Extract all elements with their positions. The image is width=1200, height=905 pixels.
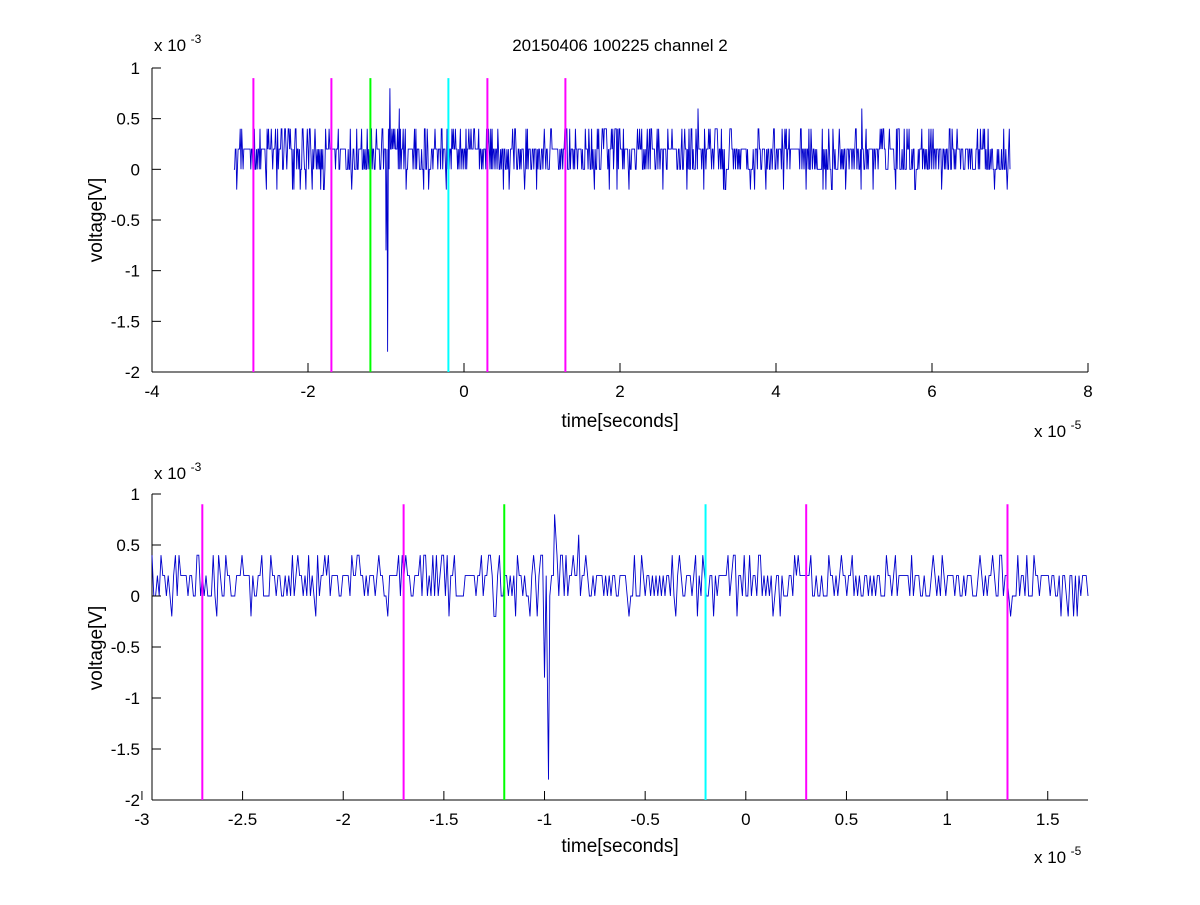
x-tick-label: -2 [336, 810, 351, 829]
y-tick-label: -1.5 [111, 312, 140, 331]
plot-area: -4 -2 0 2 4 6 8-2-1.5-1-0.500.51 [111, 59, 1093, 401]
y-axis-label: voltage[V] [86, 606, 107, 691]
y-tick-label: -2 [125, 363, 140, 382]
x-tick-label: 8 [1083, 382, 1092, 401]
y-multiplier: x 10 -3 [154, 32, 202, 55]
x-multiplier-base: x 10 [1034, 848, 1066, 867]
x-axis-label: time[seconds] [561, 836, 678, 857]
x-tick-label: 1.5 [1036, 810, 1060, 829]
x-tick-label: -2.5 [228, 810, 257, 829]
chart-title: 20150406 100225 channel 2 [512, 36, 728, 55]
y-tick-label: -0.5 [111, 211, 140, 230]
x-multiplier: x 10 -5 [1034, 844, 1082, 867]
signal-trace [233, 88, 1011, 352]
x-tick-label: -3 [134, 810, 149, 829]
x-tick-label: -4 [144, 382, 159, 401]
x-tick-label: 1 [942, 810, 951, 829]
top-panel: 20150406 100225 channel 2 -4 -2 0 2 4 6 8-2-1.… [86, 32, 1093, 441]
x-tick-label: -2 [300, 382, 315, 401]
x-tick-label: 2 [615, 382, 624, 401]
y-tick-label: 0.5 [116, 110, 140, 129]
x-tick-label: -0.5 [631, 810, 660, 829]
x-multiplier: x 10 -5 [1034, 418, 1082, 441]
x-tick-label: 4 [771, 382, 780, 401]
y-multiplier-base: x 10 [154, 36, 186, 55]
y-tick-label: 0.5 [116, 536, 140, 555]
x-multiplier-exponent: -5 [1071, 418, 1082, 432]
x-multiplier-exponent: -5 [1071, 844, 1082, 858]
y-axis-label: voltage[V] [86, 178, 107, 263]
y-tick-label: 0 [131, 160, 140, 179]
x-axis-label: time[seconds] [561, 411, 678, 432]
x-tick-label: -1.5 [429, 810, 458, 829]
x-tick-label: 0.5 [835, 810, 859, 829]
y-tick-label: -0.5 [111, 638, 140, 657]
y-multiplier-base: x 10 [154, 464, 186, 483]
x-multiplier-base: x 10 [1034, 422, 1066, 441]
y-tick-label: 1 [131, 485, 140, 504]
y-tick-label: 0 [131, 587, 140, 606]
y-multiplier: x 10 -3 [154, 460, 202, 483]
y-tick-label: -2 [125, 791, 140, 810]
x-tick-label: 6 [927, 382, 936, 401]
y-tick-label: -1 [125, 262, 140, 281]
y-multiplier-exponent: -3 [191, 460, 202, 474]
y-tick-label: -1.5 [111, 740, 140, 759]
plot-area: -3 -2.5 -2 -1.5 -1 -0.5 0 0.5 1 1.5 -2 -1.5 -1 -0.5 0 0… [111, 485, 1089, 829]
signal-trace [151, 514, 1089, 780]
x-tick-label: 0 [741, 810, 750, 829]
y-multiplier-exponent: -3 [191, 32, 202, 46]
x-tick-label: 0 [459, 382, 468, 401]
y-tick-label: -1 [125, 689, 140, 708]
y-tick-label: 1 [131, 59, 140, 78]
x-tick-label: -1 [537, 810, 552, 829]
bottom-panel: -3 -2.5 -2 -1.5 -1 -0.5 0 0.5 1 1.5 -2 -1.5 -1 -0.5 0 0… [86, 460, 1089, 867]
